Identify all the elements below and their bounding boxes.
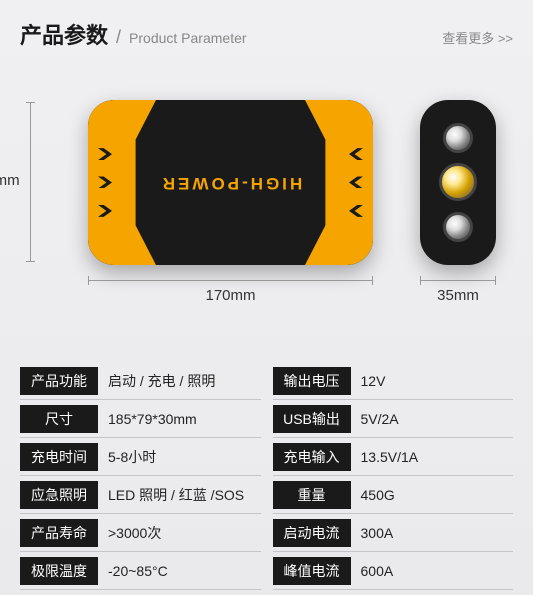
header-left: 产品参数 / Product Parameter xyxy=(20,18,247,50)
title-divider: / xyxy=(116,27,121,48)
spec-label: 重量 xyxy=(273,481,351,509)
spec-value: -20~85°C xyxy=(98,563,168,579)
spec-value: 5V/2A xyxy=(351,411,399,427)
spec-value: 185*79*30mm xyxy=(98,411,197,427)
spec-value: 600A xyxy=(351,563,394,579)
table-row: 极限温度-20~85°C xyxy=(20,552,261,590)
header: 产品参数 / Product Parameter 查看更多 >> xyxy=(0,0,533,62)
spec-label: 尺寸 xyxy=(20,405,98,433)
dim-height-line xyxy=(30,102,31,262)
spec-label: 峰值电流 xyxy=(273,557,351,585)
table-row: 应急照明LED 照明 / 红蓝 /SOS xyxy=(20,476,261,514)
spec-label: 应急照明 xyxy=(20,481,98,509)
spec-value: >3000次 xyxy=(98,523,161,543)
spec-value: LED 照明 / 红蓝 /SOS xyxy=(98,485,244,505)
dim-width-label: 170mm xyxy=(88,287,373,304)
device-top-view: HIGH-POWER xyxy=(88,100,373,265)
dim-depth-label: 35mm xyxy=(420,287,496,304)
spec-label: 产品功能 xyxy=(20,367,98,395)
device-side-view xyxy=(420,100,496,265)
spec-value: 5-8小时 xyxy=(98,447,156,467)
led-icon xyxy=(443,212,473,242)
dimension-depth: 35mm xyxy=(420,280,496,304)
spec-value: 13.5V/1A xyxy=(351,449,419,465)
grip-right-icon xyxy=(333,140,363,225)
grip-left-icon xyxy=(98,140,128,225)
product-diagram: 83mm HIGH-POWER 170mm 35mm xyxy=(0,62,533,362)
table-row: 充电时间5-8小时 xyxy=(20,438,261,476)
dimension-height: 83mm xyxy=(30,102,31,262)
spec-value: 12V xyxy=(351,373,386,389)
dimension-width: 170mm xyxy=(88,280,373,304)
table-row: 启动电流300A xyxy=(273,514,514,552)
table-row: 产品寿命>3000次 xyxy=(20,514,261,552)
see-more-link[interactable]: 查看更多 >> xyxy=(442,28,513,47)
table-row: 重量450G xyxy=(273,476,514,514)
table-row: 尺寸185*79*30mm xyxy=(20,400,261,438)
spec-label: 极限温度 xyxy=(20,557,98,585)
led-icon xyxy=(443,123,473,153)
table-row: 产品功能启动 / 充电 / 照明 xyxy=(20,362,261,400)
dim-height-label: 83mm xyxy=(0,172,20,189)
spec-table: 产品功能启动 / 充电 / 照明 尺寸185*79*30mm 充电时间5-8小时… xyxy=(0,362,533,590)
device-brand-label: HIGH-POWER xyxy=(159,173,301,193)
title-en: Product Parameter xyxy=(129,30,247,46)
spec-value: 启动 / 充电 / 照明 xyxy=(98,371,215,391)
title-cn: 产品参数 xyxy=(20,18,108,50)
table-row: 峰值电流600A xyxy=(273,552,514,590)
led-main-icon xyxy=(439,163,477,201)
spec-col-right: 输出电压12V USB输出5V/2A 充电输入13.5V/1A 重量450G 启… xyxy=(273,362,514,590)
spec-col-left: 产品功能启动 / 充电 / 照明 尺寸185*79*30mm 充电时间5-8小时… xyxy=(20,362,261,590)
spec-label: 输出电压 xyxy=(273,367,351,395)
spec-label: 充电时间 xyxy=(20,443,98,471)
spec-value: 450G xyxy=(351,487,395,503)
table-row: 输出电压12V xyxy=(273,362,514,400)
spec-value: 300A xyxy=(351,525,394,541)
spec-label: USB输出 xyxy=(273,405,351,433)
dim-width-line xyxy=(88,280,373,281)
spec-label: 产品寿命 xyxy=(20,519,98,547)
spec-label: 充电输入 xyxy=(273,443,351,471)
table-row: 充电输入13.5V/1A xyxy=(273,438,514,476)
spec-label: 启动电流 xyxy=(273,519,351,547)
table-row: USB输出5V/2A xyxy=(273,400,514,438)
dim-depth-line xyxy=(420,280,496,281)
device-body: HIGH-POWER xyxy=(88,100,373,265)
